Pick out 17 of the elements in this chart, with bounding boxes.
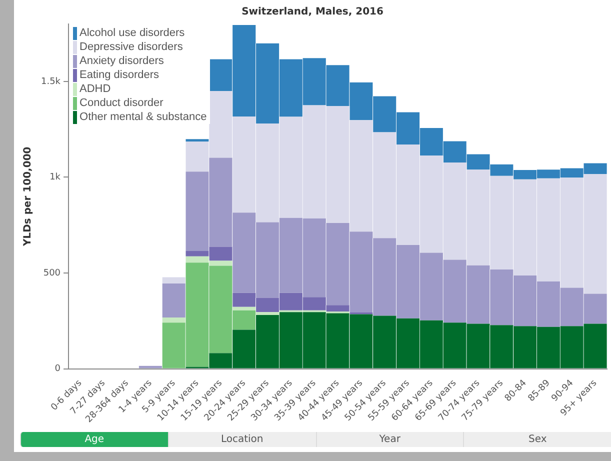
legend-label: Depressive disorders xyxy=(80,40,183,54)
legend-label: ADHD xyxy=(80,82,111,96)
tab: Year xyxy=(316,432,464,447)
selected-tab: Age xyxy=(20,432,168,447)
legend-label: Anxiety disorders xyxy=(80,54,164,68)
y-tick-label: 1k xyxy=(50,172,62,183)
tab: Location xyxy=(168,432,316,447)
y-tick-label: 0 xyxy=(54,364,61,374)
legend-label: Eating disorders xyxy=(80,68,160,82)
tab: Sex xyxy=(463,432,611,447)
y-axis-title: YLDs per 100,000 xyxy=(22,146,34,248)
chart-title: Switzerland, Males, 2016 xyxy=(242,6,384,18)
legend-label: Conduct disorder xyxy=(80,96,164,110)
y-tick-label: 500 xyxy=(43,268,61,278)
legend-label: Alcohol use disorders xyxy=(80,26,185,40)
legend-label: Other mental & substance xyxy=(80,110,207,124)
y-tick-label: 1.5k xyxy=(40,76,62,87)
